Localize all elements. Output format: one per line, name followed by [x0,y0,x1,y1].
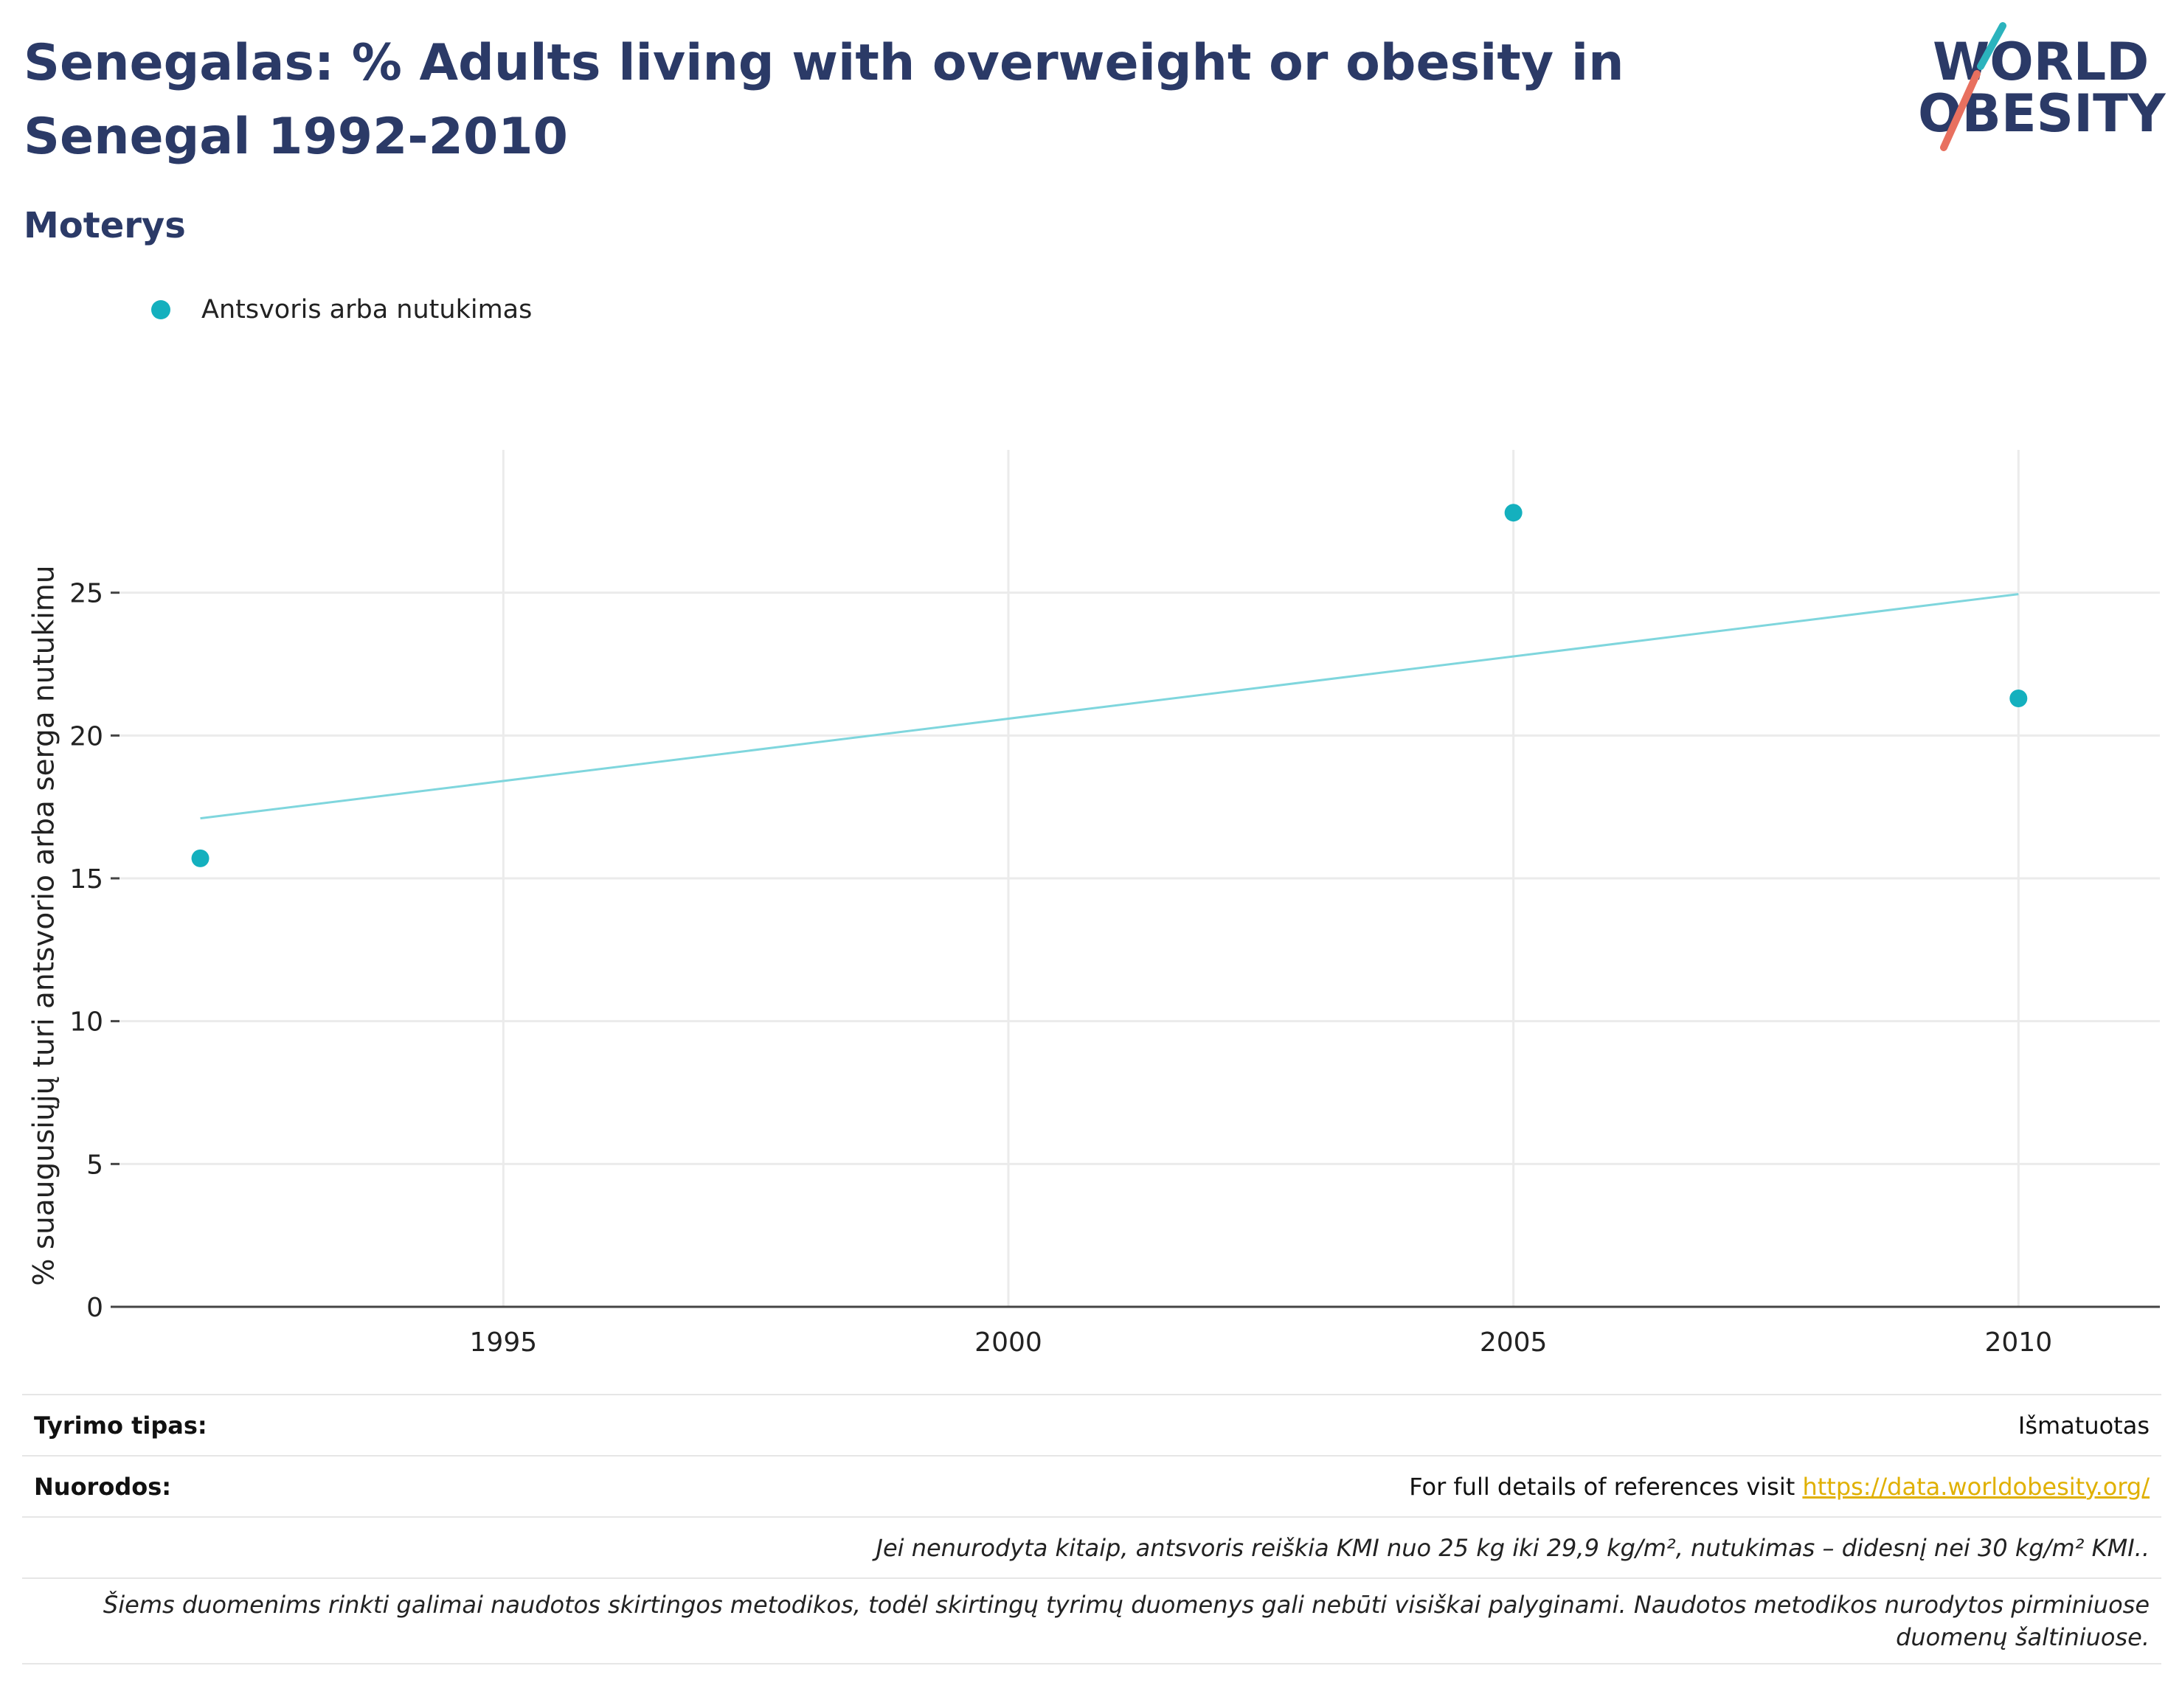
footer-table: Tyrimo tipas: Išmatuotas Nuorodos: For f… [22,1394,2161,1664]
data-point [1504,504,1523,522]
y-tick-label: 5 [86,1150,103,1180]
y-tick-label: 10 [69,1007,103,1038]
y-tick-label: 25 [69,579,103,609]
data-point [191,849,209,867]
legend-marker [151,300,170,319]
definition-note: Jei nenurodyta kitaip, antsvoris reiškia… [876,1533,2150,1562]
footer-row-note1: Jei nenurodyta kitaip, antsvoris reiškia… [22,1516,2161,1577]
y-tick-label: 15 [69,864,103,895]
footer-row-note2: Šiems duomenims rinkti galimai naudotos … [22,1577,2161,1664]
x-tick-label: 2000 [974,1327,1042,1358]
chart-title: Senegalas: % Adults living with overweig… [24,34,1624,166]
survey-type-value: Išmatuotas [2018,1411,2150,1440]
x-tick-label: 2010 [1984,1327,2052,1358]
data-point [2009,689,2028,707]
logo-slash-red [1940,70,1981,151]
survey-type-label: Tyrimo tipas: [34,1411,207,1440]
references-label: Nuorodos: [34,1472,172,1501]
y-axis-label: % suaugusiųjų turi antsvorio arba serga … [27,565,61,1286]
legend-label: Antsvoris arba nutukimas [201,295,533,324]
methodology-note: Šiems duomenims rinkti galimai naudotos … [103,1591,2150,1651]
references-text: For full details of references visit [1409,1472,1803,1501]
world-obesity-logo: WORLD OBESITY [1918,22,2167,151]
references-value: For full details of references visit htt… [1409,1473,2150,1501]
logo-slash-teal [1977,22,2006,70]
trend-line [200,593,2019,820]
chart-plot: 0 5 10 15 20 25 1995 2000 2005 2010 [69,450,2160,1358]
footer-row-references: Nuorodos: For full details of references… [22,1455,2161,1516]
y-tick-label: 20 [69,721,103,751]
legend: Antsvoris arba nutukimas [151,295,532,324]
references-link[interactable]: https://data.worldobesity.org/ [1802,1472,2150,1501]
chart-subtitle: Moterys [24,205,186,246]
x-tick-label: 1995 [470,1327,538,1358]
x-tick-label: 2005 [1480,1327,1548,1358]
y-tick-label: 0 [86,1293,103,1323]
logo-line1: WORLD [1933,32,2149,92]
footer-row-survey-type: Tyrimo tipas: Išmatuotas [22,1394,2161,1455]
